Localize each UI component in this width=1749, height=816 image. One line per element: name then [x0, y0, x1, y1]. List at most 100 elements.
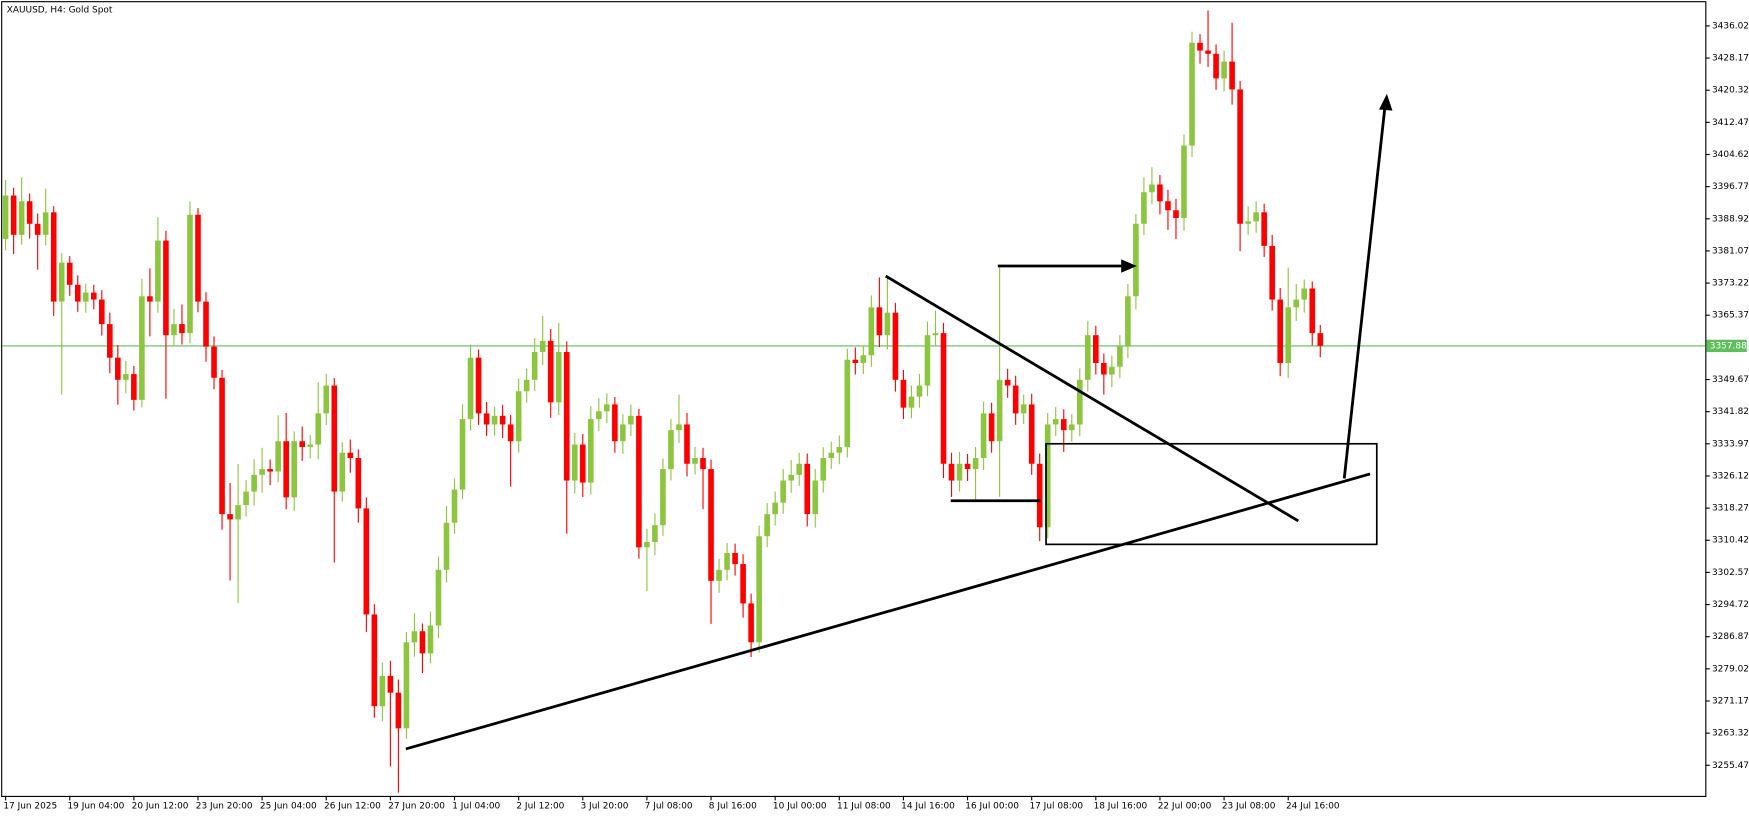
candle-body — [1205, 50, 1211, 54]
candle-body — [507, 424, 514, 442]
y-tick-label: 3420.32 — [1712, 86, 1749, 96]
candle-body — [604, 404, 610, 412]
candle-body — [267, 469, 273, 472]
candle-body — [531, 351, 538, 380]
candle-body — [411, 631, 418, 643]
arrow-head — [1121, 259, 1137, 273]
drawings — [405, 93, 1393, 751]
candle-body — [1157, 184, 1163, 202]
candle-body — [1221, 61, 1227, 79]
candle-body — [587, 419, 594, 483]
candle-body — [844, 359, 851, 447]
candle-body — [195, 214, 201, 302]
candle-body — [1253, 212, 1259, 222]
candle-body — [379, 675, 386, 707]
candle-body — [82, 292, 89, 302]
candle-body — [139, 296, 145, 400]
candle-body — [644, 541, 650, 548]
arrow-head — [1379, 93, 1393, 111]
x-tick-label: 20 Jun 12:00 — [132, 801, 189, 811]
candle-body — [684, 424, 690, 464]
candle-body — [243, 491, 249, 506]
candle-body — [371, 614, 378, 707]
candle-body — [171, 324, 177, 336]
candle-body — [1149, 184, 1155, 193]
candle-body — [10, 195, 17, 235]
candle-body — [1197, 42, 1203, 51]
candle-body — [331, 385, 338, 492]
candle-body — [972, 458, 979, 470]
y-tick-label: 3310.42 — [1712, 536, 1749, 546]
candle-body — [1117, 346, 1123, 367]
candle-body — [18, 201, 25, 235]
x-tick-label: 26 Jun 12:00 — [324, 801, 381, 811]
candle-body — [652, 525, 658, 542]
candle-body — [1052, 419, 1059, 425]
candle-body — [403, 642, 410, 729]
x-tick-label: 17 Jul 08:00 — [1029, 801, 1083, 811]
x-tick-label: 10 Jul 00:00 — [773, 801, 827, 811]
candle-body — [1109, 366, 1115, 375]
candle-body — [491, 415, 498, 425]
candle-body — [676, 424, 682, 431]
candle-body — [1181, 145, 1187, 219]
candle-body — [596, 411, 602, 420]
candle-body — [940, 333, 947, 464]
candle-body — [700, 458, 706, 470]
candle-body — [636, 415, 642, 548]
candle-body — [932, 333, 939, 336]
support-trendline — [405, 472, 1371, 751]
x-tick-label: 23 Jul 08:00 — [1222, 801, 1276, 811]
candle-body — [804, 463, 811, 515]
candle-body — [387, 675, 394, 693]
candle-body — [924, 335, 931, 386]
candle-body — [251, 474, 257, 492]
candle-body — [1229, 61, 1235, 90]
candle-body — [123, 374, 129, 380]
plot-frame — [1, 1, 1707, 797]
candle-body — [1237, 89, 1243, 224]
candle-body — [74, 284, 81, 302]
candle-body — [443, 522, 450, 570]
y-tick-label: 3255.47 — [1712, 761, 1749, 771]
candle-body — [1165, 201, 1171, 211]
candle-body — [539, 340, 546, 352]
candle-body — [2, 195, 9, 239]
candle-body — [748, 603, 754, 643]
candle-body — [1213, 53, 1219, 79]
candle-body — [90, 292, 97, 300]
candle-body — [788, 474, 795, 481]
y-tick-label: 3279.02 — [1712, 664, 1749, 674]
x-tick-label: 23 Jun 20:00 — [196, 801, 253, 811]
x-tick-label: 14 Jul 16:00 — [901, 801, 955, 811]
candle-body — [1277, 299, 1283, 364]
resistance-trendline — [884, 274, 1300, 523]
candle-body — [892, 312, 899, 380]
candle-body — [363, 508, 370, 615]
candle-body — [98, 299, 105, 325]
y-tick-label: 3349.67 — [1712, 375, 1749, 385]
candle-body — [1076, 379, 1083, 425]
candle-body — [1133, 223, 1139, 297]
candle-body — [756, 536, 762, 643]
candle-body — [724, 553, 730, 570]
y-tick-label: 3412.47 — [1712, 118, 1749, 128]
y-tick-label: 3341.82 — [1712, 407, 1749, 417]
candle-body — [58, 262, 65, 302]
y-tick-label: 3428.17 — [1712, 54, 1749, 64]
candle-body — [1084, 335, 1091, 380]
candle-body — [291, 441, 297, 498]
y-tick-label: 3286.87 — [1712, 632, 1749, 642]
y-tick-label: 3318.27 — [1712, 504, 1749, 514]
candle-body — [259, 469, 265, 475]
candle-body — [1269, 245, 1275, 300]
candle-body — [1245, 221, 1251, 224]
candle-body — [692, 458, 698, 464]
candle-body — [980, 413, 987, 459]
x-tick-label: 2 Jul 12:00 — [516, 801, 564, 811]
x-tick-label: 24 Jul 16:00 — [1286, 801, 1340, 811]
candle-body — [852, 359, 859, 364]
candle-body — [155, 240, 161, 302]
candle-body — [451, 489, 458, 523]
